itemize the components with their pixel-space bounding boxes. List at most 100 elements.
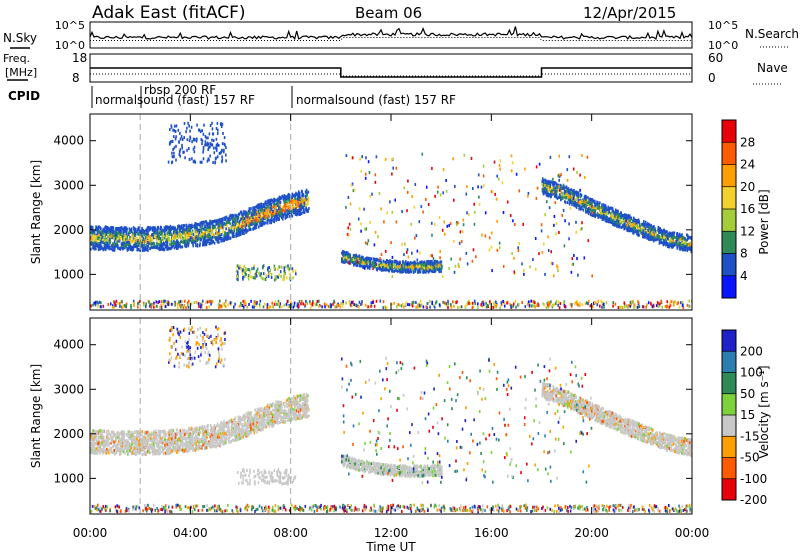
- data-cell: [176, 234, 179, 238]
- data-cell: [473, 210, 476, 214]
- data-cell: [501, 181, 504, 185]
- data-cell: [140, 239, 143, 242]
- data-cell: [198, 228, 200, 232]
- data-cell: [617, 220, 620, 223]
- data-cell: [440, 260, 443, 264]
- data-cell: [144, 236, 147, 240]
- data-cell: [394, 268, 397, 272]
- data-cell: [191, 140, 193, 144]
- data-cell: [239, 210, 242, 214]
- data-cell: [441, 275, 444, 278]
- data-cell: [173, 155, 175, 159]
- data-cell: [385, 259, 388, 262]
- data-cell: [560, 173, 562, 177]
- data-cell: [247, 212, 249, 215]
- data-cell: [151, 239, 153, 243]
- data-cell: [580, 205, 583, 209]
- data-cell: [207, 229, 209, 233]
- data-cell: [223, 150, 225, 154]
- data-cell: [204, 236, 206, 240]
- data-cell: [554, 188, 557, 192]
- data-cell: [285, 216, 287, 220]
- data-cell: [273, 220, 276, 224]
- data-cell: [182, 227, 185, 231]
- data-cell: [237, 227, 240, 231]
- data-cell: [575, 198, 577, 201]
- data-cell: [215, 148, 218, 152]
- data-cell: [284, 206, 287, 209]
- data-cell: [125, 229, 128, 233]
- data-cell: [556, 189, 558, 193]
- data-cell: [256, 267, 259, 271]
- data-cell: [188, 223, 190, 227]
- data-cell: [627, 221, 630, 224]
- data-cell: [179, 131, 181, 135]
- data-cell: [150, 244, 153, 247]
- data-cell: [556, 195, 558, 199]
- data-cell: [614, 210, 617, 214]
- data-cell: [645, 231, 647, 235]
- data-cell: [275, 211, 278, 215]
- data-cell: [285, 213, 288, 217]
- data-cell: [250, 223, 252, 227]
- data-cell: [214, 146, 217, 150]
- data-cell: [209, 220, 212, 223]
- data-cell: [361, 264, 364, 268]
- data-cell: [544, 186, 546, 189]
- data-cell: [254, 219, 256, 223]
- data-cell: [126, 234, 129, 238]
- data-cell: [270, 207, 273, 211]
- data-cell: [374, 262, 376, 265]
- data-cell: [343, 256, 345, 260]
- data-cell: [602, 206, 604, 210]
- data-cell: [242, 275, 244, 279]
- data-cell: [481, 233, 483, 237]
- data-cell: [99, 300, 101, 304]
- data-cell: [278, 273, 281, 277]
- data-cell: [251, 222, 253, 226]
- data-cell: [297, 212, 299, 215]
- data-cell: [581, 199, 583, 203]
- data-cell: [182, 306, 185, 310]
- data-cell: [130, 245, 132, 249]
- data-cell: [577, 191, 580, 195]
- data-cell: [305, 188, 308, 192]
- data-cell: [175, 144, 177, 148]
- data-cell: [267, 200, 270, 203]
- data-cell: [429, 299, 431, 303]
- data-cell: [457, 305, 459, 309]
- data-cell: [212, 132, 214, 136]
- data-cell: [212, 161, 214, 164]
- data-cell: [393, 259, 396, 263]
- data-cell: [184, 233, 187, 237]
- data-cell: [158, 240, 161, 244]
- data-cell: [145, 242, 147, 246]
- data-cell: [294, 269, 297, 273]
- data-cell: [102, 235, 105, 239]
- data-cell: [245, 219, 247, 223]
- data-cell: [581, 303, 584, 307]
- data-cell: [635, 224, 638, 228]
- data-cell: [425, 198, 427, 201]
- data-cell: [494, 192, 496, 196]
- data-cell: [201, 305, 203, 309]
- data-cell: [180, 245, 182, 249]
- data-cell: [95, 241, 97, 245]
- data-cell: [551, 262, 554, 266]
- data-cell: [550, 195, 552, 199]
- data-cell: [414, 183, 417, 186]
- data-cell: [460, 240, 463, 244]
- data-cell: [128, 233, 130, 236]
- data-cell: [236, 229, 238, 233]
- data-cell: [575, 205, 578, 209]
- data-cell: [159, 225, 162, 229]
- data-cell: [548, 206, 551, 210]
- data-cell: [135, 236, 137, 240]
- data-cell: [211, 232, 214, 236]
- data-cell: [648, 235, 650, 239]
- data-cell: [279, 211, 281, 215]
- data-cell: [265, 203, 268, 207]
- data-cell: [274, 214, 276, 218]
- data-cell: [557, 174, 560, 178]
- data-cell: [472, 248, 475, 252]
